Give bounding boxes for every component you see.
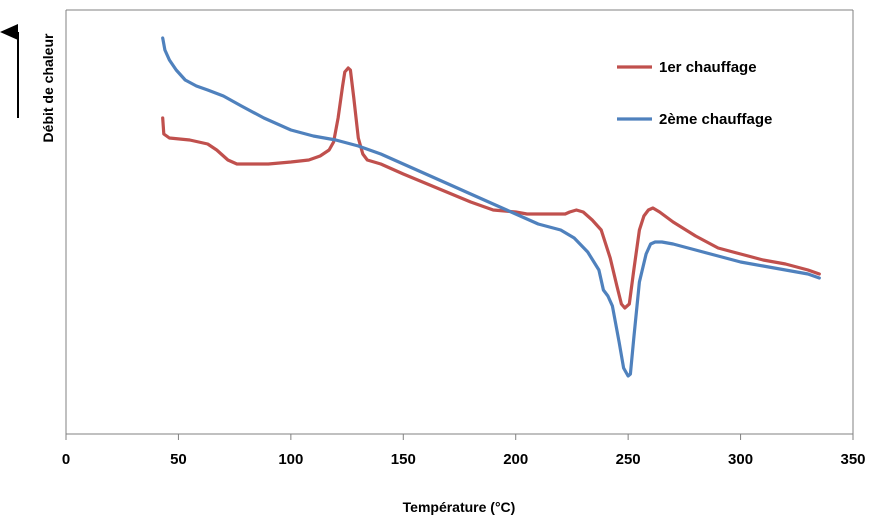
x-tick-label: 200 [503,451,528,468]
x-tick-label: 100 [278,451,303,468]
series-group [161,36,821,378]
x-tick-label: 350 [840,451,865,468]
x-tick-label: 250 [616,451,641,468]
legend-label-2: 2ème chauffage [659,111,772,128]
x-axis-title: Température (°C) [403,499,516,515]
y-axis-title: Débit de chaleur [40,33,56,142]
legend: 1er chauffage 2ème chauffage [617,59,772,128]
axis-labels: Température (°C) Débit de chaleur [0,24,516,515]
series-line-2 [161,36,821,378]
x-tick-label: 300 [728,451,753,468]
x-tick-label: 50 [170,451,187,468]
series-line-1 [161,66,821,310]
axes: 0 50 100 150 200 250 300 350 [62,9,866,468]
x-tick-label: 0 [62,451,70,468]
legend-label-1: 1er chauffage [659,59,757,76]
x-tick-label: 150 [391,451,416,468]
